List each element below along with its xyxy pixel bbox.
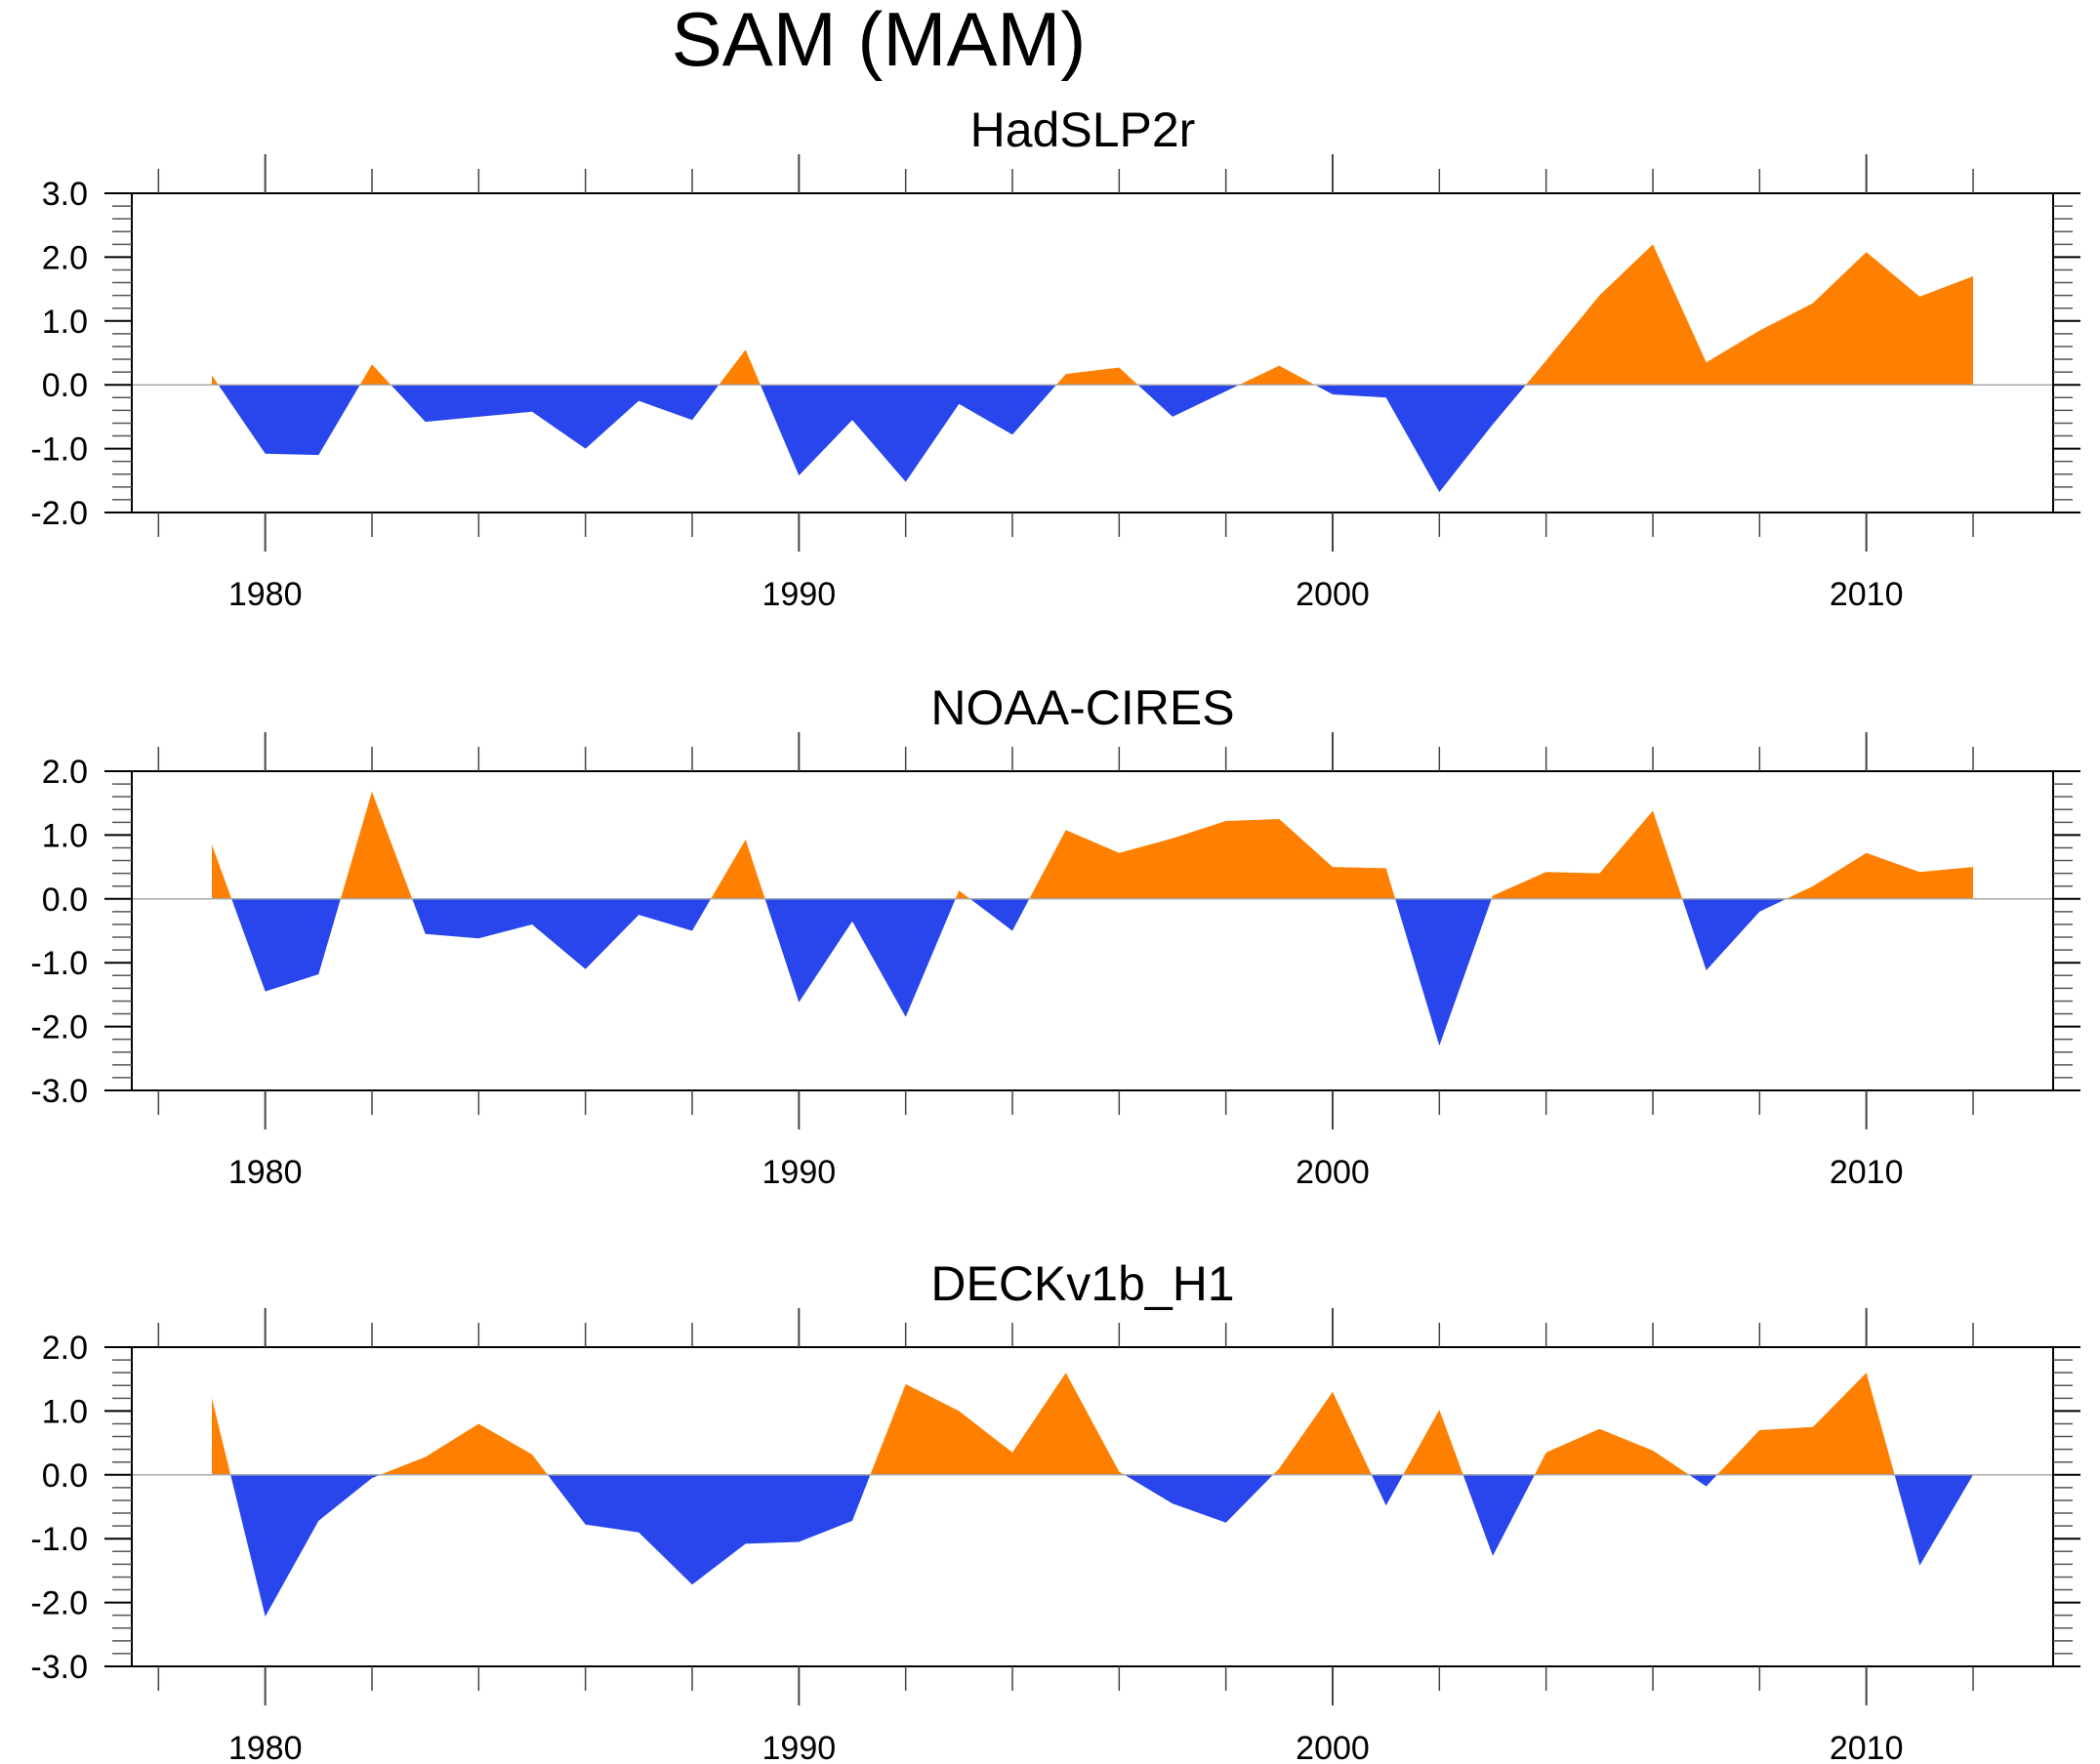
y-tick-label: 2.0 — [42, 754, 88, 791]
negative-area — [412, 898, 712, 969]
positive-area — [340, 791, 413, 899]
panel-1: HadSLP2r -2.0 -1.0 0.0 1.0 2.0 3.0 1980 1990 2000… — [30, 103, 2080, 613]
negative-area — [764, 898, 956, 1017]
y-tick-label: -1.0 — [30, 1521, 88, 1558]
positive-area — [1272, 1391, 1372, 1475]
y-tick-label: -3.0 — [30, 1073, 88, 1110]
negative-area — [218, 385, 360, 456]
y-tick-label: 2.0 — [42, 1330, 88, 1367]
positive-area — [711, 840, 765, 899]
negative-area — [1462, 1474, 1535, 1556]
y-tick-label: 0.0 — [42, 882, 88, 919]
figure-title: SAM (MAM) — [671, 0, 1087, 82]
panel-3: DECKv1b_H1 -3.0 -2.0 -1.0 0.0 1.0 2.0 1980 1990 2… — [30, 1256, 2080, 1764]
plot-frame — [131, 1346, 2054, 1667]
x-tick-label: 2000 — [1296, 576, 1370, 613]
negative-area — [760, 385, 1056, 482]
positive-area — [1525, 244, 1973, 386]
x-tick-label: 2000 — [1296, 1730, 1370, 1764]
y-tick-label: 1.0 — [42, 817, 88, 854]
y-tick-label: 1.0 — [42, 1393, 88, 1430]
positive-area — [955, 890, 970, 899]
y-tick-label: -2.0 — [30, 1585, 88, 1622]
negative-area — [230, 1474, 381, 1617]
y-tick-label: 2.0 — [42, 239, 88, 276]
positive-area — [359, 364, 391, 386]
positive-area — [1403, 1410, 1463, 1475]
negative-area — [391, 385, 720, 449]
y-tick-label: -2.0 — [30, 1009, 88, 1046]
negative-area — [1137, 385, 1240, 417]
positive-area — [1534, 1428, 1690, 1475]
y-tick-label: -1.0 — [30, 431, 88, 469]
positive-area — [1491, 810, 1683, 899]
x-tick-label: 1990 — [762, 1154, 837, 1191]
panel-title: DECKv1b_H1 — [930, 1256, 1234, 1311]
panel-2: NOAA-CIRES -3.0 -2.0 -1.0 0.0 1.0 2.0 1980 1990 2… — [30, 680, 2080, 1191]
plot-frame — [131, 770, 2054, 1091]
y-tick-label: -3.0 — [30, 1649, 88, 1686]
x-tick-label: 1990 — [762, 1730, 837, 1764]
negative-area — [1682, 898, 1787, 970]
negative-area — [547, 1474, 871, 1585]
positive-area — [1055, 367, 1138, 386]
x-tick-label: 2010 — [1830, 1730, 1904, 1764]
negative-area — [969, 898, 1030, 931]
negative-area — [1395, 898, 1492, 1046]
positive-area — [212, 844, 232, 899]
negative-area — [1314, 385, 1526, 493]
positive-area — [1786, 852, 1973, 899]
negative-area — [1689, 1474, 1717, 1487]
y-tick-label: 1.0 — [42, 304, 88, 341]
x-tick-label: 2010 — [1830, 576, 1904, 613]
negative-area — [1894, 1474, 1973, 1566]
negative-area — [231, 898, 341, 992]
x-tick-label: 1990 — [762, 576, 837, 613]
negative-area — [1371, 1474, 1404, 1506]
y-tick-label: 3.0 — [42, 176, 88, 213]
y-tick-label: -2.0 — [30, 495, 88, 532]
panel-title: NOAA-CIRES — [930, 680, 1234, 735]
positive-area — [1029, 819, 1396, 899]
y-tick-label: 0.0 — [42, 367, 88, 404]
positive-area — [1716, 1373, 1895, 1475]
x-tick-label: 2010 — [1830, 1154, 1904, 1191]
panel-title: HadSLP2r — [970, 103, 1196, 157]
x-tick-label: 1980 — [228, 1730, 303, 1764]
positive-area — [380, 1423, 548, 1475]
x-tick-label: 2000 — [1296, 1154, 1370, 1191]
negative-area — [1124, 1474, 1273, 1523]
positive-area — [870, 1373, 1125, 1475]
positive-area — [719, 349, 761, 386]
x-tick-label: 1980 — [228, 576, 303, 613]
y-tick-label: 0.0 — [42, 1457, 88, 1495]
plot-frame — [131, 192, 2054, 513]
x-tick-label: 1980 — [228, 1154, 303, 1191]
y-tick-label: -1.0 — [30, 945, 88, 982]
positive-area — [212, 1398, 231, 1475]
positive-area — [1239, 365, 1315, 386]
positive-area — [212, 375, 219, 386]
